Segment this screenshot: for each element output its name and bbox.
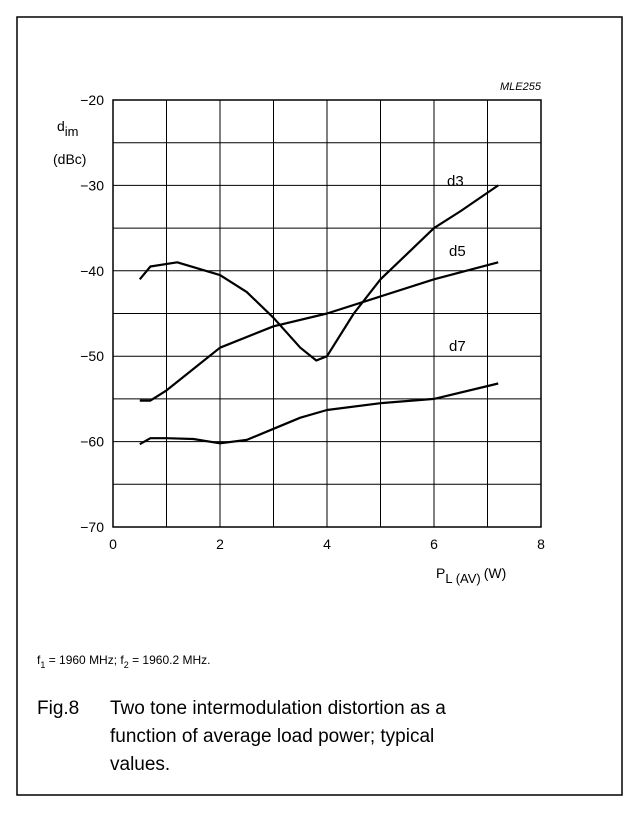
x-axis-label-unit: (W) <box>484 565 507 581</box>
series-line <box>138 184 499 362</box>
series-label: d5 <box>449 243 466 260</box>
x-tick-label: 4 <box>323 536 331 552</box>
y-tick-label: −40 <box>80 263 104 279</box>
footnote-sub: 2 <box>124 660 129 670</box>
series-label: d3 <box>447 173 464 190</box>
y-tick-label: −30 <box>80 177 104 193</box>
y-axis-label-sub: im <box>65 124 79 139</box>
y-axis-label: dim <box>57 118 79 139</box>
x-tick-label: 8 <box>537 536 545 552</box>
figure-tag: MLE255 <box>500 81 542 93</box>
x-tick-label: 2 <box>216 536 224 552</box>
footnote-sub: 1 <box>40 660 45 670</box>
x-tick-label: 0 <box>109 536 117 552</box>
series-line <box>139 261 499 402</box>
footnote-text: = 1960.2 MHz. <box>129 653 211 667</box>
caption-line: Two tone intermodulation distortion as a <box>110 698 446 719</box>
frame <box>16 16 623 796</box>
caption-line: values. <box>110 754 170 775</box>
y-tick-label: −70 <box>80 519 104 535</box>
caption-line: function of average load power; typical <box>110 726 434 747</box>
x-axis-label-main: P <box>436 565 445 581</box>
y-axis-label-main: d <box>57 118 65 134</box>
series-line <box>139 382 499 446</box>
y-tick-label: −20 <box>80 92 104 108</box>
footnote: f1 = 1960 MHz; f2 = 1960.2 MHz. <box>37 653 210 670</box>
y-tick-label: −60 <box>80 434 104 450</box>
y-tick-label: −50 <box>80 348 104 364</box>
series-label: d7 <box>449 338 466 355</box>
footnote-text: = 1960 MHz; f <box>45 653 124 667</box>
y-axis-unit: (dBc) <box>53 151 86 167</box>
x-axis-label-sub: L (AV) <box>445 571 480 586</box>
caption-label: Fig.8 <box>37 698 79 719</box>
plot-border <box>112 99 542 528</box>
footnote-text: f <box>37 653 41 667</box>
x-axis-label: PL (AV) (W) <box>436 565 506 586</box>
x-tick-label: 6 <box>430 536 438 552</box>
